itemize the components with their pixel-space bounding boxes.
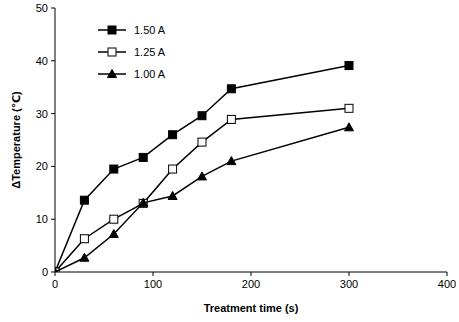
y-tick-label: 20 <box>36 160 48 172</box>
legend-label: 1.50 A <box>134 24 166 36</box>
legend-marker <box>108 48 116 56</box>
series-marker <box>198 112 206 120</box>
series-line <box>55 108 349 272</box>
x-tick-label: 0 <box>52 278 58 290</box>
series-marker <box>345 104 353 112</box>
series-marker <box>80 196 88 204</box>
y-axis-label: ΔTemperature (℃) <box>10 91 22 189</box>
series-marker <box>139 153 147 161</box>
legend-label: 1.25 A <box>134 46 166 58</box>
x-tick <box>153 272 154 276</box>
x-tick <box>55 272 56 276</box>
series-line <box>55 66 349 272</box>
series-marker <box>169 131 177 139</box>
plot-area <box>55 62 354 272</box>
series-marker <box>227 115 235 123</box>
x-tick-label: 100 <box>144 278 162 290</box>
y-tick-label: 40 <box>36 55 48 67</box>
series-marker <box>80 235 88 243</box>
legend-label: 1.00 A <box>134 68 166 80</box>
y-tick <box>51 113 55 114</box>
y-tick-label: 50 <box>36 2 48 14</box>
series-marker <box>55 268 60 273</box>
series-marker <box>110 165 118 173</box>
y-tick <box>51 219 55 220</box>
series-marker <box>227 157 236 165</box>
series-marker <box>198 138 206 146</box>
y-tick <box>51 272 55 273</box>
x-tick-label: 400 <box>438 278 456 290</box>
y-tick <box>51 8 55 9</box>
series-marker <box>169 165 177 173</box>
y-tick-label: 30 <box>36 108 48 120</box>
series-line <box>55 127 349 272</box>
legend: 1.50 A 1.25 A 1.00 A <box>98 24 166 80</box>
legend-marker <box>108 26 116 34</box>
series-marker <box>110 215 118 223</box>
x-axis-label: Treatment time (s) <box>204 302 299 314</box>
x-tick <box>251 272 252 276</box>
x-tick-label: 200 <box>242 278 260 290</box>
y-tick <box>51 60 55 61</box>
series-marker <box>139 198 148 206</box>
series-marker <box>227 85 235 93</box>
series-marker <box>109 229 118 237</box>
series-marker <box>80 253 89 261</box>
x-tick <box>349 272 350 276</box>
chart-svg: 0 10 20 30 40 50 0 100 200 300 400 Treatment time (… <box>0 0 459 322</box>
series-marker <box>168 191 177 199</box>
series-marker <box>345 123 354 131</box>
x-tick-label: 300 <box>340 278 358 290</box>
y-tick-label: 10 <box>36 213 48 225</box>
series-marker <box>198 172 207 180</box>
legend-marker <box>108 70 117 78</box>
series-marker <box>345 62 353 70</box>
x-tick <box>447 272 448 276</box>
y-tick-label: 0 <box>42 266 48 278</box>
y-tick <box>51 166 55 167</box>
chart-container: 0 10 20 30 40 50 0 100 200 300 400 Treatment time (… <box>0 0 459 322</box>
y-axis-line <box>55 8 56 272</box>
